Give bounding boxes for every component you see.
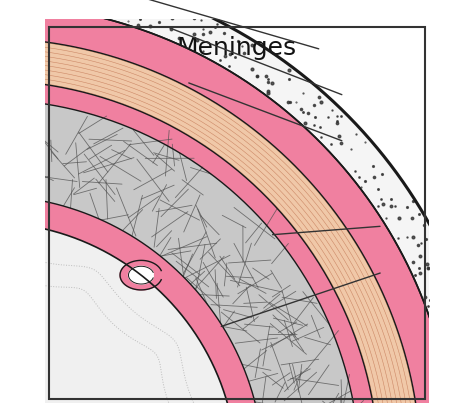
Polygon shape	[128, 266, 153, 284]
Polygon shape	[0, 99, 360, 404]
Polygon shape	[0, 196, 264, 404]
Text: Meninges: Meninges	[177, 36, 297, 60]
Polygon shape	[120, 261, 161, 290]
Polygon shape	[0, 4, 456, 404]
Polygon shape	[0, 38, 421, 404]
Polygon shape	[0, 222, 237, 404]
Polygon shape	[0, 80, 379, 404]
